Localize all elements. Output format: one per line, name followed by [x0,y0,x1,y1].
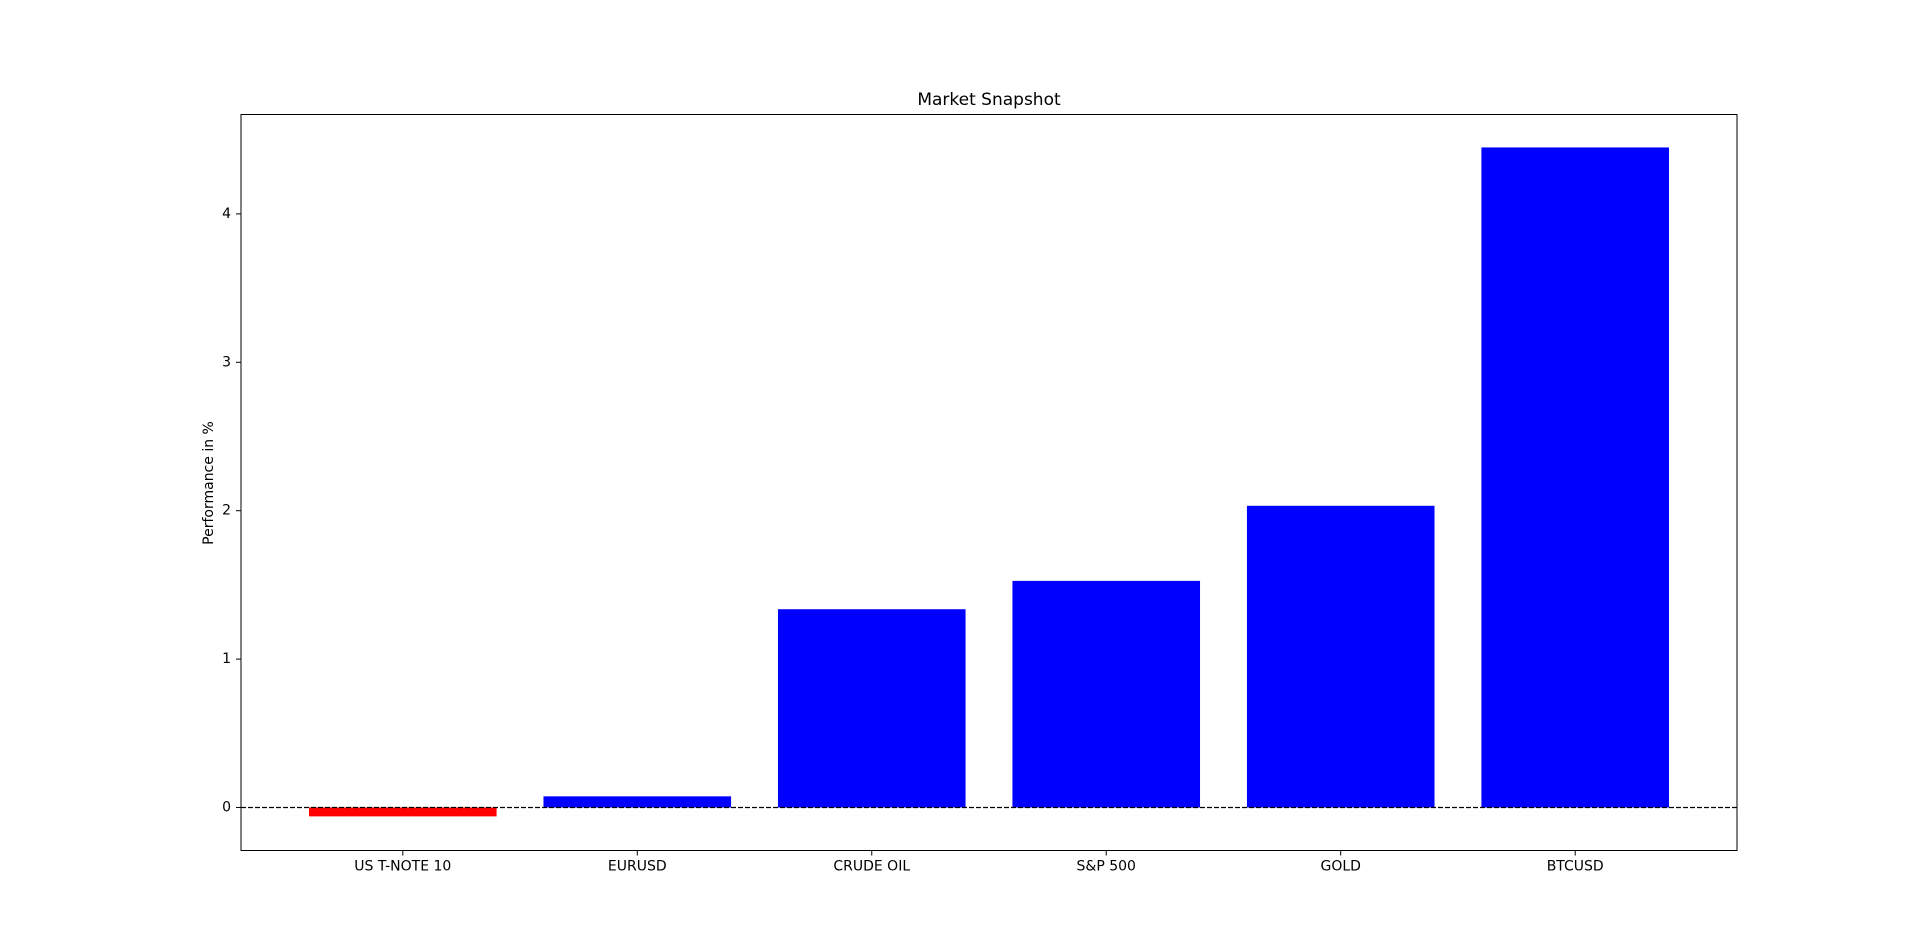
y-tick-label: 2 [222,503,231,519]
x-tick-label: US T-NOTE 10 [354,859,451,875]
plot-frame [240,114,1738,851]
y-tick-label: 3 [222,354,231,370]
bar [1481,147,1669,808]
bar [777,609,966,808]
x-tick-label: BTCUSD [1547,859,1604,875]
y-axis-label: Performance in % [201,421,217,545]
bar [309,807,497,817]
bar [1012,580,1201,808]
bar [543,796,732,808]
chart-title: Market Snapshot [917,90,1061,110]
x-tick-label: S&P 500 [1077,859,1136,875]
y-tick-label: 4 [222,206,231,222]
y-tick-label: 0 [222,799,231,815]
bar [1246,505,1435,808]
x-tick-label: EURUSD [608,859,667,875]
x-tick-label: CRUDE OIL [833,859,910,875]
x-tick-label: GOLD [1320,859,1360,875]
y-tick-label: 1 [222,651,231,667]
